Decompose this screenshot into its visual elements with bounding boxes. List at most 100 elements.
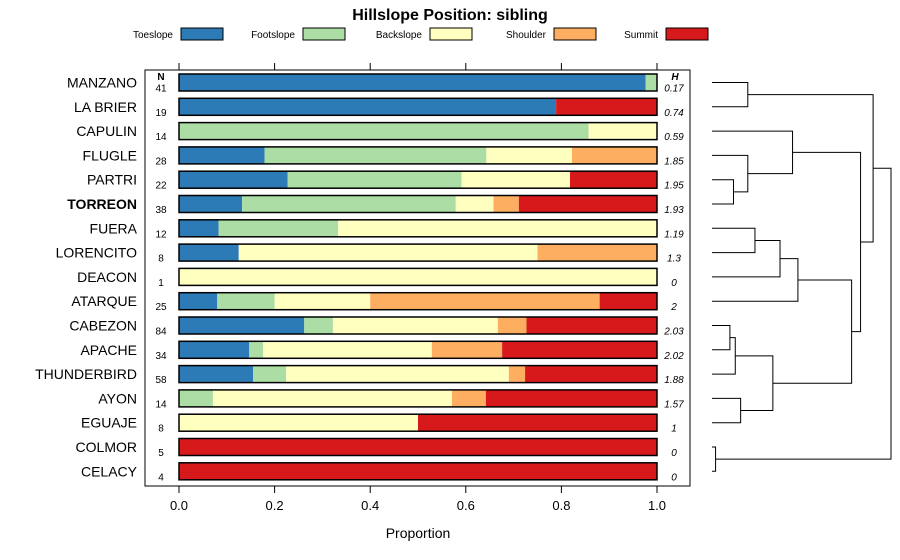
bar-lorencito-toeslope: [179, 244, 239, 262]
row-label-eguaje: EGUAJE: [81, 415, 137, 431]
bar-eguaje-summit: [418, 414, 657, 432]
legend-swatch-toeslope: [180, 27, 224, 41]
bar-partri-footslope: [287, 171, 462, 189]
n-value-cabezon: 84: [155, 327, 167, 338]
bar-manzano-footslope: [645, 74, 657, 91]
n-value-colmor: 5: [158, 448, 164, 459]
legend-label-backslope: Backslope: [376, 30, 423, 41]
n-column-header: N: [157, 72, 164, 83]
n-value-fuera: 12: [155, 229, 167, 240]
dendrogram-link-15: [715, 167, 892, 460]
bar-la-brier-toeslope: [179, 98, 557, 116]
h-value-partri: 1.95: [664, 181, 684, 192]
x-tick-label-0-6: 0.6: [457, 498, 475, 513]
bar-outline-lorencito: [178, 243, 658, 262]
dendrogram-link-9: [712, 397, 742, 424]
bar-outline-cabezon: [178, 316, 658, 335]
dendrogram-link-13: [747, 94, 874, 243]
n-value-deacon: 1: [158, 278, 164, 289]
row-label-celacy: CELACY: [81, 463, 138, 479]
bar-flugle-toeslope: [179, 146, 265, 164]
h-value-cabezon: 2.03: [663, 327, 684, 338]
dendrogram-link-4: [712, 227, 756, 254]
bar-atarque-footslope: [217, 292, 275, 310]
bar-fuera-toeslope: [179, 219, 219, 237]
bar-capulin-footslope: [179, 122, 589, 140]
legend-swatch-backslope: [429, 27, 473, 41]
h-value-fuera: 1.19: [664, 229, 684, 240]
row-label-capulin: CAPULIN: [76, 123, 137, 139]
row-label-colmor: COLMOR: [76, 439, 137, 455]
bar-torreon-shoulder: [493, 195, 519, 213]
bar-flugle-footslope: [264, 146, 487, 164]
bar-celacy-summit: [179, 462, 657, 480]
bar-outline-eguaje: [178, 413, 658, 432]
bar-apache-summit: [502, 341, 657, 359]
dendrogram: [712, 82, 892, 472]
n-value-manzano: 41: [155, 84, 167, 95]
h-value-la-brier: 0.74: [664, 108, 684, 119]
legend-label-footslope: Footslope: [251, 30, 295, 41]
n-value-eguaje: 8: [158, 424, 164, 435]
x-tick-label-0-2: 0.2: [266, 498, 284, 513]
dendrogram-link-6: [712, 258, 799, 302]
h-value-apache: 2.02: [663, 351, 684, 362]
dendrogram-link-8: [712, 337, 736, 375]
bar-apache-footslope: [249, 341, 264, 359]
x-tick-label-0-4: 0.4: [361, 498, 379, 513]
h-value-manzano: 0.17: [664, 84, 684, 95]
bar-cabezon-summit: [526, 317, 657, 334]
bar-torreon-toeslope: [179, 195, 243, 213]
row-label-torreon: TORREON: [67, 196, 137, 212]
legend: Toeslope Footslope Backslope Shoulder Summit: [133, 27, 709, 41]
h-value-deacon: 0: [671, 278, 677, 289]
bar-flugle-shoulder: [571, 146, 657, 164]
bar-apache-toeslope: [179, 341, 250, 359]
bar-outline-fuera: [178, 219, 658, 238]
h-value-flugle: 1.85: [664, 156, 684, 167]
legend-label-shoulder: Shoulder: [506, 30, 547, 41]
bar-deacon-backslope: [179, 268, 657, 286]
bar-outline-deacon: [178, 267, 658, 287]
bar-outline-atarque: [178, 291, 658, 311]
bar-apache-backslope: [263, 341, 432, 359]
h-column-header: H: [671, 72, 679, 83]
h-value-celacy: 0: [671, 472, 677, 483]
bar-outline-partri: [178, 170, 658, 189]
x-tick-label-1-0: 1.0: [648, 498, 666, 513]
bar-cabezon-backslope: [332, 317, 498, 334]
n-value-celacy: 4: [158, 472, 164, 483]
bar-atarque-toeslope: [179, 292, 218, 310]
x-tick-label-0-8: 0.8: [552, 498, 570, 513]
n-value-ayon: 14: [155, 399, 167, 410]
bar-thunderbird-toeslope: [179, 365, 254, 383]
bar-atarque-backslope: [274, 292, 371, 310]
row-label-atarque: ATARQUE: [71, 293, 137, 309]
legend-label-summit: Summit: [624, 30, 658, 41]
row-label-thunderbird: THUNDERBIRD: [35, 366, 137, 382]
row-label-lorencito: LORENCITO: [56, 245, 138, 261]
plot-frame: [144, 69, 691, 487]
bar-la-brier-summit: [556, 98, 657, 116]
dendrogram-link-1: [712, 179, 734, 205]
legend-swatch-footslope: [302, 27, 346, 41]
bar-atarque-shoulder: [370, 292, 600, 310]
bar-outline-apache: [178, 340, 658, 360]
n-value-flugle: 28: [155, 156, 167, 167]
n-value-thunderbird: 58: [155, 375, 167, 386]
dendrogram-link-14: [712, 446, 717, 472]
h-value-torreon: 1.93: [664, 205, 684, 216]
dendrogram-link-0: [712, 82, 749, 108]
bar-outline-capulin: [178, 121, 658, 141]
dendrogram-link-2: [712, 154, 749, 193]
row-label-manzano: MANZANO: [67, 75, 137, 91]
dendrogram-link-3: [712, 130, 794, 175]
bar-outline-torreon: [178, 194, 658, 214]
legend-swatch-shoulder: [553, 27, 597, 41]
bar-colmor-summit: [179, 438, 657, 456]
bar-thunderbird-summit: [525, 365, 657, 383]
bar-outline-flugle: [178, 146, 658, 165]
bar-cabezon-footslope: [304, 317, 333, 334]
bar-thunderbird-backslope: [286, 365, 509, 383]
bar-cabezon-toeslope: [179, 317, 305, 334]
